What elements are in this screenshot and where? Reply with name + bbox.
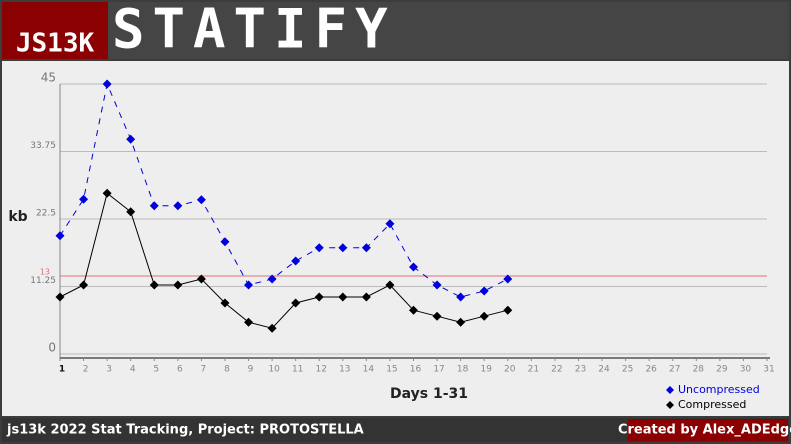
marker xyxy=(432,311,442,321)
marker xyxy=(55,231,65,241)
x-tick-label: 24 xyxy=(598,365,610,375)
marker xyxy=(361,292,371,302)
x-tick-label: 19 xyxy=(480,365,492,375)
x-tick-label: 6 xyxy=(177,365,183,375)
series-line xyxy=(59,82,508,298)
y-tick-label: 11.25 xyxy=(30,276,56,286)
marker xyxy=(479,286,489,296)
x-tick-label: 11 xyxy=(292,365,303,375)
x-tick-label: 26 xyxy=(645,365,657,375)
y-tick-label: 45 xyxy=(41,71,56,85)
marker xyxy=(291,256,301,266)
x-tick-label: 16 xyxy=(410,365,422,375)
x-tick-label: 21 xyxy=(528,365,539,375)
marker xyxy=(220,237,230,247)
credit-box xyxy=(628,419,788,441)
marker xyxy=(503,274,513,284)
x-axis-label: Days 1-31 xyxy=(390,386,468,402)
x-tick-label: 14 xyxy=(363,365,375,375)
marker xyxy=(291,298,301,308)
x-tick-label: 30 xyxy=(740,365,752,375)
legend-label: Compressed xyxy=(678,398,746,411)
marker xyxy=(361,243,371,253)
header xyxy=(2,2,789,59)
marker xyxy=(267,274,277,284)
x-tick-label: 4 xyxy=(130,365,136,375)
threshold-label: 13 xyxy=(40,268,50,277)
footer-project: js13k 2022 Stat Tracking, Project: PROTO… xyxy=(6,423,364,438)
marker xyxy=(102,79,112,89)
marker xyxy=(79,280,89,290)
legend-marker xyxy=(666,386,674,394)
legend-marker xyxy=(666,401,674,409)
marker xyxy=(409,262,418,272)
marker xyxy=(173,280,183,290)
marker xyxy=(126,134,136,144)
x-tick-label: 7 xyxy=(201,365,207,375)
marker xyxy=(456,292,466,302)
x-tick-label: 17 xyxy=(433,365,444,375)
marker xyxy=(409,305,418,315)
marker xyxy=(385,219,395,229)
x-tick-label: 22 xyxy=(551,365,562,375)
x-tick-label: 8 xyxy=(224,365,230,375)
x-tick-label: 3 xyxy=(106,365,112,375)
series-line xyxy=(59,192,508,329)
x-tick-label: 28 xyxy=(693,365,705,375)
marker xyxy=(102,188,112,198)
chart-panel xyxy=(2,61,789,416)
y-axis-label: kb xyxy=(8,209,27,225)
marker xyxy=(149,201,159,211)
marker xyxy=(432,280,442,290)
x-tick-label: 2 xyxy=(83,365,89,375)
marker xyxy=(196,274,206,284)
marker xyxy=(126,207,136,217)
marker xyxy=(79,194,89,204)
logo: JS13K xyxy=(16,29,95,59)
x-tick-label: 23 xyxy=(575,365,586,375)
marker xyxy=(196,195,206,205)
marker xyxy=(456,317,466,327)
legend-label: Uncompressed xyxy=(678,383,760,396)
marker xyxy=(338,292,348,302)
x-tick-label: 1 xyxy=(59,365,65,375)
marker xyxy=(173,201,183,211)
marker xyxy=(220,298,230,308)
y-tick-label: 0 xyxy=(48,341,56,355)
marker xyxy=(55,292,65,302)
x-tick-label: 5 xyxy=(153,365,159,375)
x-tick-label: 9 xyxy=(248,365,254,375)
x-tick-label: 15 xyxy=(386,365,397,375)
marker xyxy=(267,323,277,333)
logo-box xyxy=(2,2,108,59)
marker xyxy=(314,243,324,253)
marker xyxy=(503,305,513,315)
app-title: STATIFY xyxy=(112,0,396,61)
x-tick-label: 10 xyxy=(268,365,280,375)
marker xyxy=(314,292,324,302)
x-tick-label: 18 xyxy=(457,365,469,375)
marker xyxy=(244,317,254,327)
x-tick-label: 12 xyxy=(316,365,327,375)
x-tick-label: 25 xyxy=(622,365,633,375)
marker xyxy=(244,280,254,290)
y-tick-label: 22.5 xyxy=(36,209,56,219)
marker xyxy=(338,243,348,253)
x-tick-label: 13 xyxy=(339,365,350,375)
x-tick-label: 29 xyxy=(716,365,728,375)
footer-credit: Created by Alex_ADEdge xyxy=(618,423,791,438)
marker xyxy=(385,280,395,290)
marker xyxy=(149,280,159,290)
marker xyxy=(479,311,489,321)
x-tick-label: 31 xyxy=(763,365,774,375)
x-tick-label: 27 xyxy=(669,365,680,375)
y-tick-label: 33.75 xyxy=(30,141,56,151)
x-tick-label: 20 xyxy=(504,365,516,375)
